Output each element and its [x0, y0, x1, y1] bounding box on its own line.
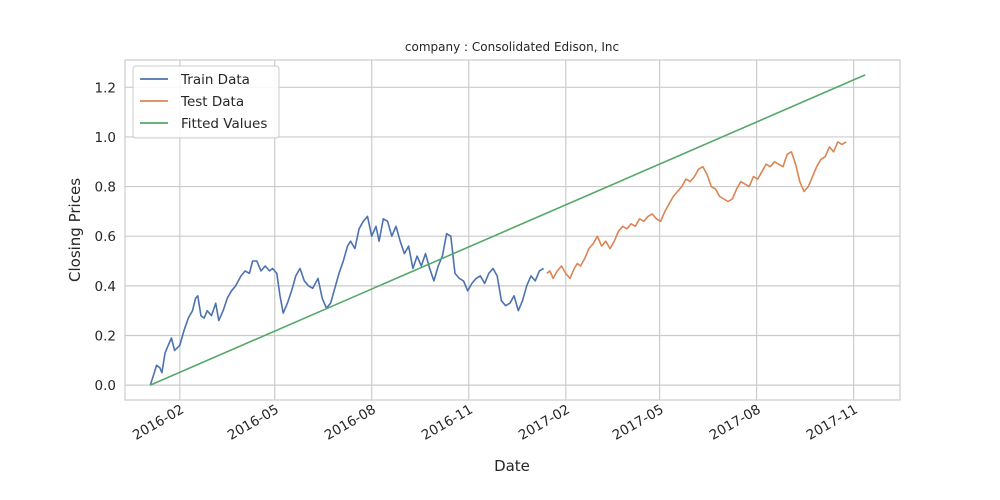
legend-label: Test Data: [180, 94, 244, 110]
legend-label: Train Data: [180, 72, 250, 88]
legend: Train Data Test Data Fitted Values: [132, 65, 280, 139]
y-tick-labels: 0.0 0.2 0.4 0.6 0.8 1.0 1.2: [95, 80, 116, 394]
legend-box: [132, 65, 280, 139]
y-tick-label: 0.6: [95, 229, 116, 245]
series-line-1: [546, 141, 847, 280]
legend-label: Fitted Values: [181, 116, 267, 132]
y-axis-label: Closing Prices: [66, 178, 84, 282]
series-line-2: [149, 74, 866, 386]
y-tick-label: 1.2: [95, 80, 116, 96]
series-lines: [149, 74, 866, 386]
plot-frame: [124, 59, 901, 401]
y-tick-label: 0.0: [95, 378, 116, 394]
y-tick-label: 0.8: [95, 180, 116, 196]
y-tick-label: 1.0: [95, 130, 116, 146]
series-line-0: [149, 215, 544, 386]
y-tick-label: 0.4: [95, 279, 116, 295]
y-tick-label: 0.2: [95, 328, 116, 344]
chart-title: company : Consolidated Edison, Inc: [405, 40, 619, 54]
x-axis-label: Date: [494, 457, 530, 475]
